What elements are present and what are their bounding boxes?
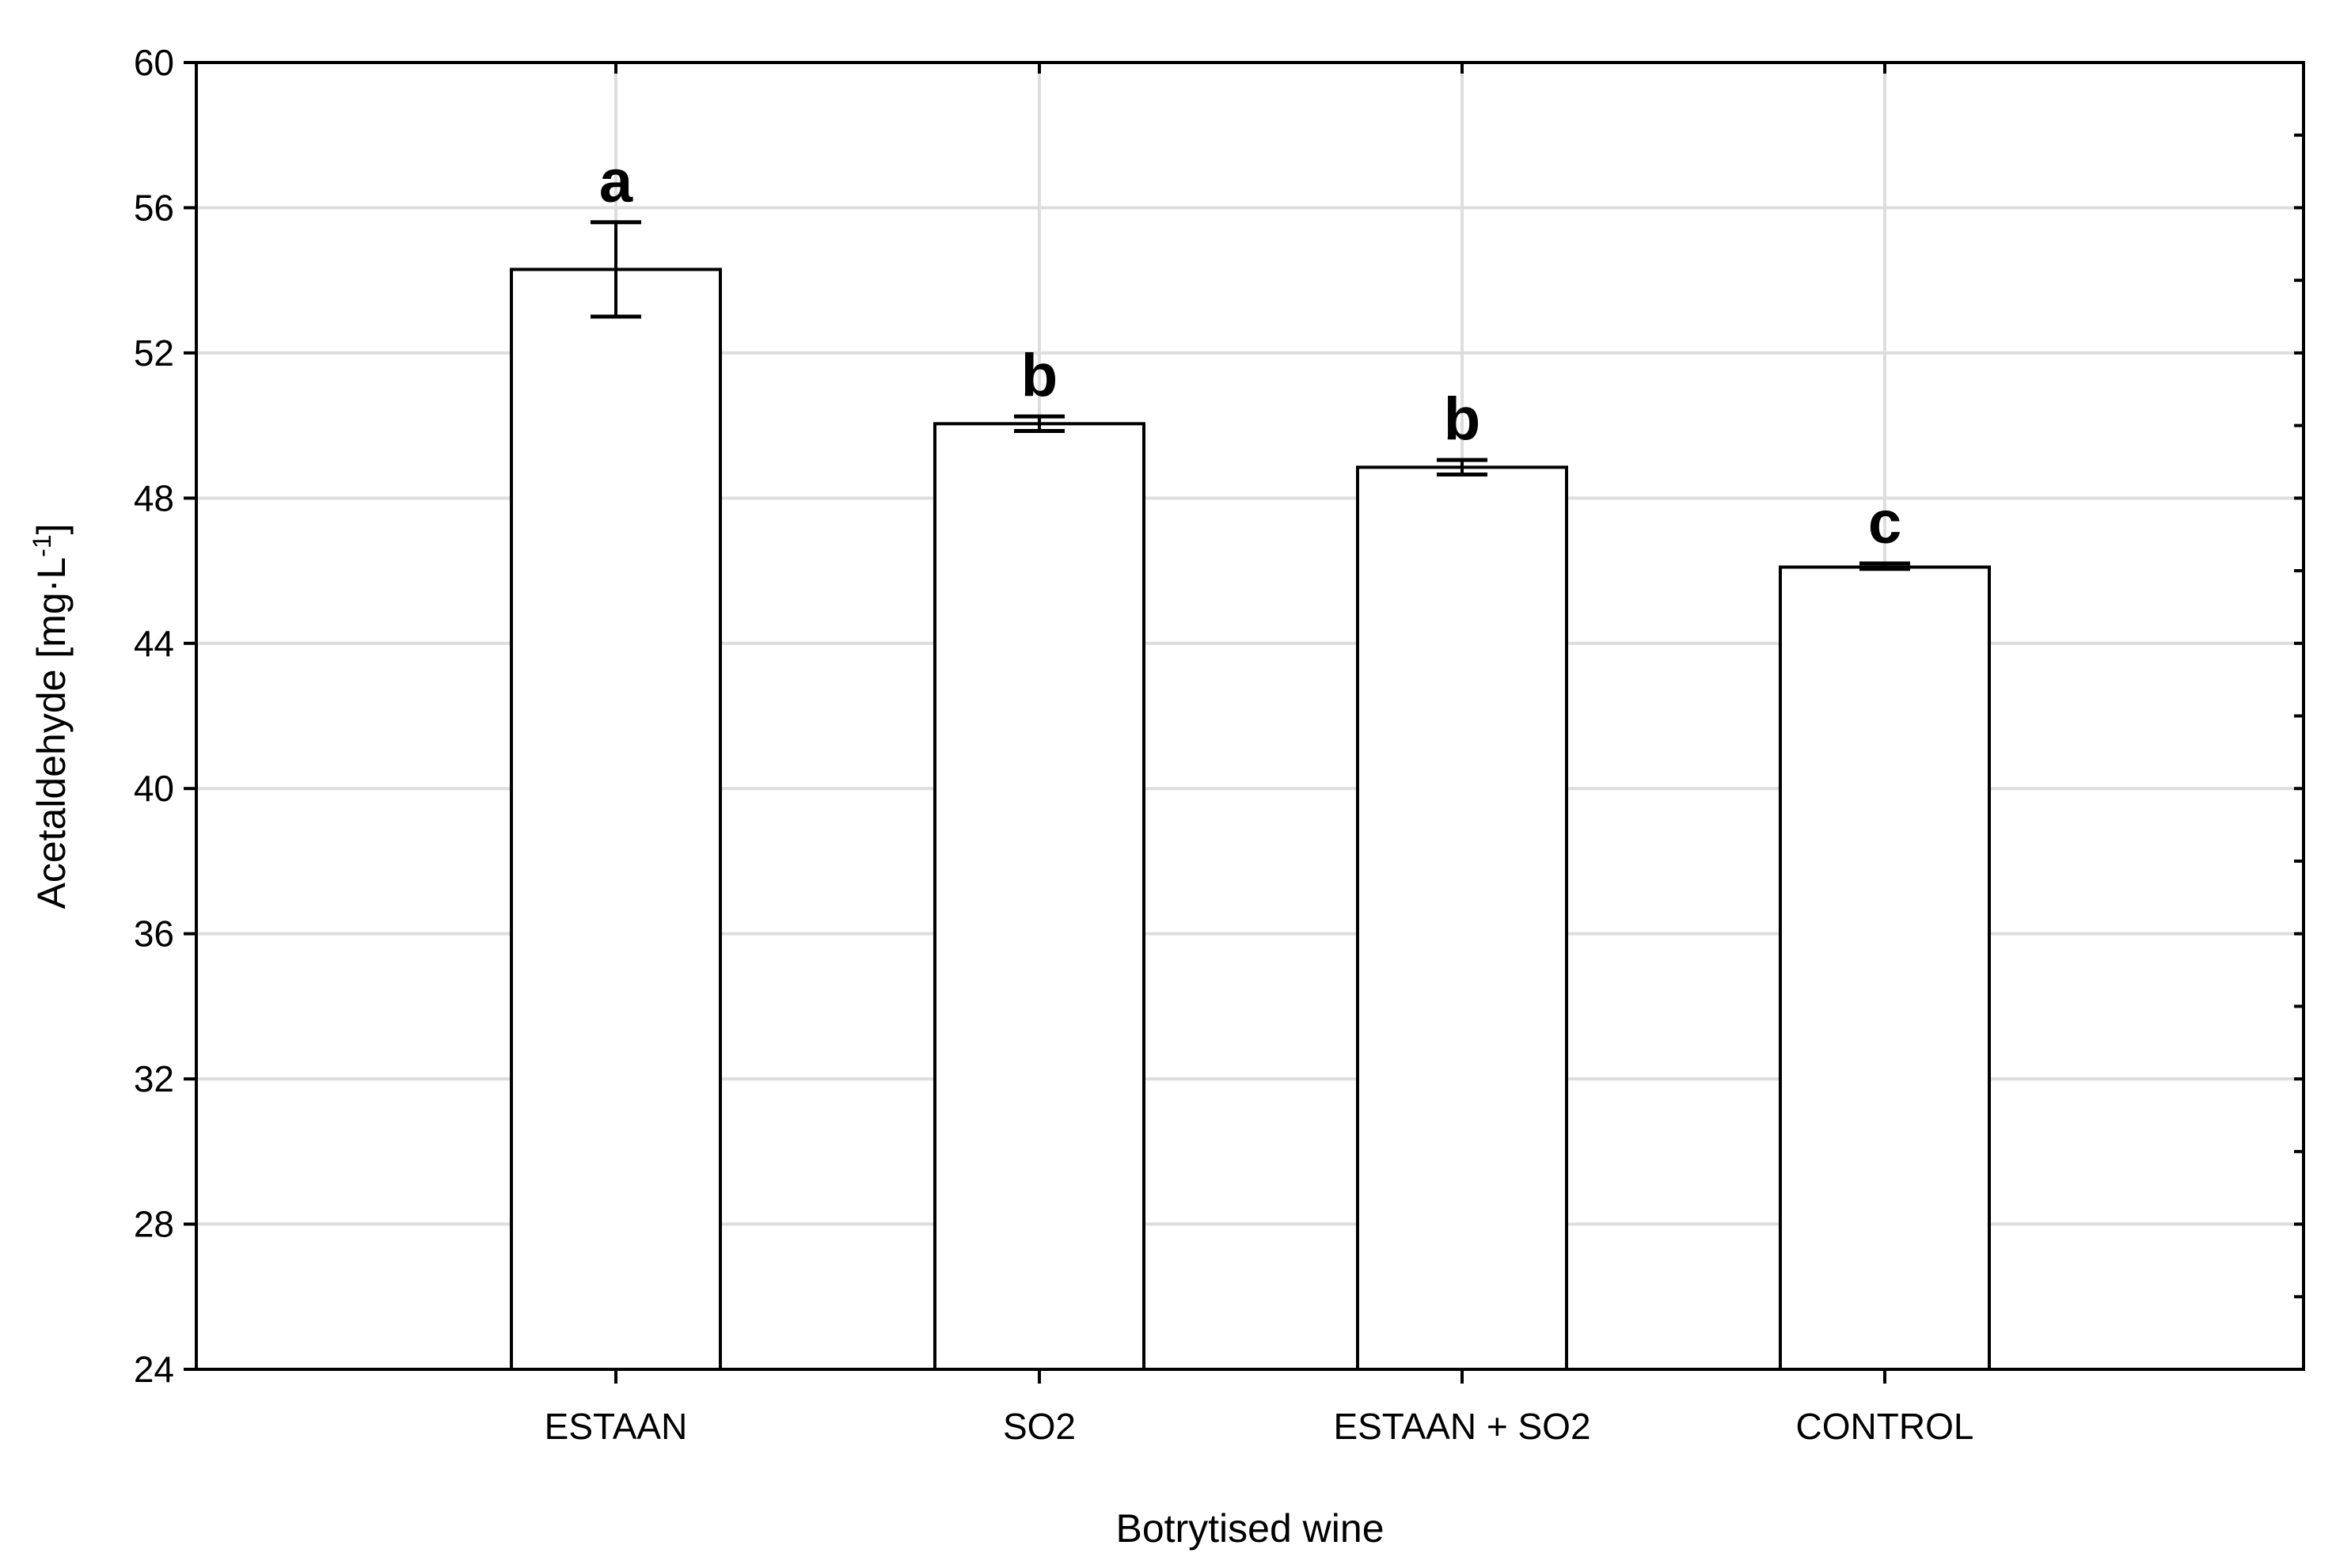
axis-ticks — [184, 61, 2304, 1384]
significance-letter: a — [599, 148, 633, 215]
bars — [510, 268, 1991, 1371]
significance-letter: c — [1868, 489, 1901, 556]
bar — [510, 268, 722, 1371]
y-tick-label: 28 — [134, 1204, 174, 1245]
significance-letter: b — [1444, 385, 1480, 453]
y-tick-label: 32 — [134, 1058, 174, 1099]
y-axis-title-main: Acetaldehyde [mg·L — [29, 557, 74, 909]
significance-letter: b — [1021, 342, 1058, 409]
y-axis-title-superscript: -1 — [28, 534, 56, 556]
y-tick-label: 44 — [134, 623, 174, 664]
error-bars — [591, 220, 1910, 571]
y-tick-label: 52 — [134, 332, 174, 374]
x-axis-title: Botrytised wine — [1115, 1506, 1384, 1551]
x-tick-label: ESTAAN + SO2 — [1333, 1406, 1590, 1447]
bar — [1779, 565, 1991, 1371]
y-tick-label: 56 — [134, 187, 174, 228]
x-tick-label: ESTAAN — [545, 1406, 688, 1447]
y-axis-title: Acetaldehyde [mg·L-1] — [28, 523, 74, 909]
y-tick-label: 40 — [134, 768, 174, 809]
y-axis-title-suffix: ] — [29, 523, 74, 534]
x-tick-label: CONTROL — [1796, 1406, 1974, 1447]
y-tick-label: 48 — [134, 477, 174, 518]
x-tick-label: SO2 — [1003, 1406, 1076, 1447]
y-tick-label: 24 — [134, 1349, 174, 1390]
y-tick-label: 60 — [134, 42, 174, 83]
significance-letters: a b b c — [599, 148, 1901, 556]
bar — [933, 422, 1145, 1371]
y-tick-labels: 24 28 32 36 40 44 48 52 56 60 — [134, 42, 174, 1390]
x-tick-labels: ESTAAN SO2 ESTAAN + SO2 CONTROL — [545, 1406, 1974, 1447]
bar — [1356, 465, 1568, 1371]
y-tick-label: 36 — [134, 913, 174, 955]
